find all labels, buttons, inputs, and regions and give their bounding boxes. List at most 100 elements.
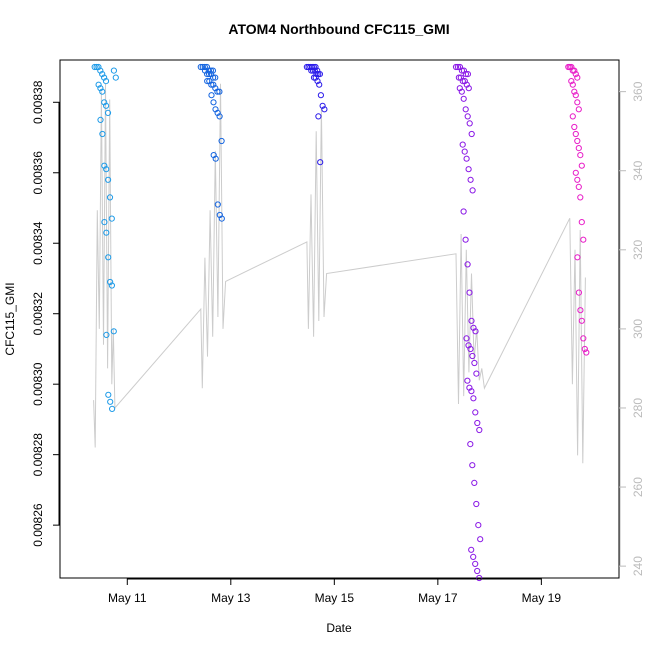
data-point-4 <box>465 85 472 92</box>
data-point-5 <box>583 349 590 356</box>
y-left-tick-label: 0.00830 <box>31 362 45 406</box>
y-right-tick-label: 320 <box>631 239 645 259</box>
data-point-5 <box>572 92 579 99</box>
data-point-1 <box>107 278 114 286</box>
data-point-4 <box>455 74 462 81</box>
data-point-4 <box>466 120 473 127</box>
data-point-4 <box>458 67 465 74</box>
data-point-4 <box>470 395 477 402</box>
data-point-2 <box>201 63 208 71</box>
data-point-5 <box>568 78 575 85</box>
data-point-4 <box>458 88 465 95</box>
data-point-2 <box>210 99 217 106</box>
data-point-2 <box>218 215 225 222</box>
data-point-5 <box>581 345 588 353</box>
data-point-2 <box>212 155 219 162</box>
data-point-2 <box>207 67 214 74</box>
data-point-1 <box>101 162 108 169</box>
data-point-3 <box>310 74 318 81</box>
data-point-4 <box>477 536 484 543</box>
data-point-1 <box>102 78 110 85</box>
data-point-3 <box>316 71 323 78</box>
data-point-4 <box>471 479 478 486</box>
data-point-4 <box>472 409 479 416</box>
data-point-2 <box>204 71 211 78</box>
data-point-2 <box>214 88 221 95</box>
data-point-1 <box>104 109 112 117</box>
data-point-4 <box>463 155 470 162</box>
data-point-5 <box>569 81 576 88</box>
data-point-2 <box>216 88 223 95</box>
data-point-1 <box>105 391 112 398</box>
data-point-4 <box>469 462 476 469</box>
data-point-1 <box>99 88 106 95</box>
x-tick-label: May 15 <box>315 591 355 605</box>
x-tick-label: May 13 <box>211 591 251 605</box>
y-right-tick-label: 340 <box>631 160 645 180</box>
data-point-5 <box>578 219 585 226</box>
data-point-5 <box>577 194 584 201</box>
data-point-4 <box>476 426 483 434</box>
data-point-2 <box>214 201 221 208</box>
data-point-2 <box>210 74 217 81</box>
y-left-tick-label: 0.00838 <box>31 80 45 124</box>
data-point-4 <box>468 317 475 324</box>
y-right-tick-label: 300 <box>631 319 645 339</box>
data-point-4 <box>452 63 460 71</box>
data-point-5 <box>575 145 582 152</box>
data-point-3 <box>312 74 319 81</box>
y-right-tick-label: 360 <box>631 81 645 101</box>
data-point-1 <box>93 63 100 71</box>
data-point-3 <box>317 159 324 166</box>
data-point-4 <box>454 63 461 71</box>
data-point-3 <box>308 67 315 74</box>
data-point-1 <box>97 116 104 124</box>
data-point-1 <box>103 102 110 109</box>
data-point-4 <box>467 345 474 353</box>
data-point-4 <box>466 289 473 296</box>
data-point-1 <box>108 282 116 289</box>
data-point-1 <box>95 81 102 88</box>
data-point-5 <box>571 67 578 74</box>
data-point-4 <box>467 176 474 183</box>
data-point-4 <box>468 546 475 553</box>
data-point-2 <box>208 81 215 88</box>
data-point-5 <box>577 152 584 159</box>
data-point-4 <box>460 95 467 102</box>
data-point-4 <box>474 419 481 427</box>
data-point-4 <box>461 148 468 155</box>
data-point-5 <box>572 169 579 176</box>
data-point-4 <box>470 553 477 561</box>
data-point-2 <box>206 71 213 78</box>
altitude-line <box>93 83 586 464</box>
data-point-4 <box>464 261 471 268</box>
data-point-5 <box>574 74 581 81</box>
data-point-4 <box>463 335 470 342</box>
data-point-2 <box>212 74 219 81</box>
data-point-4 <box>475 522 482 529</box>
data-point-5 <box>575 289 583 296</box>
data-point-3 <box>311 67 318 74</box>
data-point-1 <box>110 67 118 74</box>
x-tick-label: May 17 <box>418 591 458 605</box>
y-axis-label: CFC115_GMI <box>3 282 17 355</box>
data-point-4 <box>468 130 475 138</box>
data-point-3 <box>309 67 317 74</box>
altitude-line-group <box>93 83 586 464</box>
data-point-5 <box>574 99 581 106</box>
data-point-4 <box>472 328 479 335</box>
data-point-1 <box>101 99 108 106</box>
chart-title: ATOM4 Northbound CFC115_GMI <box>228 21 449 37</box>
points-group <box>91 63 590 582</box>
data-point-1 <box>107 398 114 405</box>
data-point-1 <box>103 229 110 236</box>
y-right-tick-label: 280 <box>631 398 645 418</box>
data-point-4 <box>473 370 480 377</box>
data-point-4 <box>469 352 476 360</box>
data-point-4 <box>464 377 471 384</box>
data-point-5 <box>569 113 576 120</box>
data-point-5 <box>580 236 587 243</box>
data-point-4 <box>464 71 471 78</box>
y-left-tick-label: 0.00826 <box>31 503 45 547</box>
